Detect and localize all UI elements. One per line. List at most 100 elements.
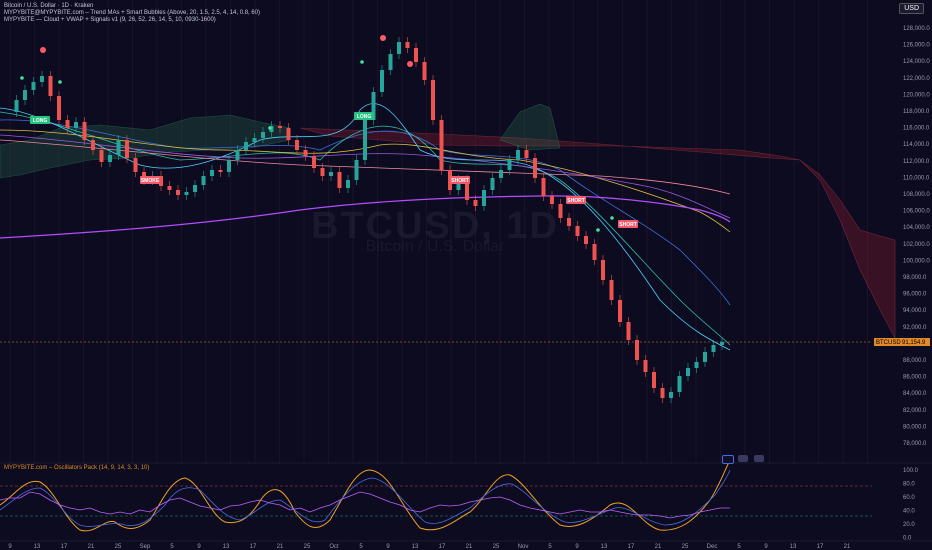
candle-body: [320, 168, 325, 176]
bullish-cloud-small: [499, 103, 561, 151]
candle-body: [337, 172, 342, 188]
price-tick: 118,000.0: [903, 109, 930, 115]
candle-body: [244, 142, 248, 150]
candle-body: [48, 76, 53, 96]
candle-body: [575, 226, 580, 236]
candle-body: [329, 172, 333, 176]
price-tick: 112,000.0: [903, 159, 930, 165]
price-tick: 98,000.0: [903, 275, 927, 281]
candle-body: [541, 178, 546, 196]
signal-label: SHORT: [567, 198, 585, 204]
candle-body: [533, 158, 537, 178]
time-tick: 25: [304, 544, 311, 550]
signal-label: LONG: [357, 114, 372, 120]
candle-body: [167, 186, 172, 190]
current-price-symbol: BTCUSD: [876, 340, 901, 346]
indicator-legend-cloud[interactable]: MYPYBITE — Cloud + VWAP + Signals v1 (9,…: [4, 17, 216, 23]
price-tick: 108,000.0: [903, 192, 930, 198]
time-tick: 13: [601, 544, 608, 550]
replay-icon[interactable]: [722, 455, 734, 464]
vwap-line: [0, 195, 731, 239]
price-tick: 110,000.0: [903, 175, 930, 181]
candle-body: [703, 352, 707, 362]
price-tick: 88,000.0: [903, 358, 927, 364]
candle-body: [116, 140, 121, 155]
oscillator-tick: 100.0: [903, 468, 919, 474]
candle-body: [65, 120, 70, 128]
candle-body: [218, 170, 223, 172]
indicator-legend-trend[interactable]: MYPYBITE@MYPYBITE.com – Trend MAs + Smar…: [4, 10, 261, 16]
oscillator-tick: 80.0: [903, 482, 915, 488]
candle-body: [635, 340, 639, 360]
price-tick: 126,000.0: [903, 43, 930, 49]
symbol-legend[interactable]: Bitcoin / U.S. Dollar · 1D · Kraken: [4, 3, 94, 9]
price-axis[interactable]: 128,000.0 126,000.0 124,000.0 122,000.0 120,…: [903, 26, 930, 447]
price-tick: 86,000.0: [903, 375, 927, 381]
candle-body: [363, 120, 367, 160]
bearish-cloud: [299, 127, 896, 339]
candle-body: [524, 150, 529, 158]
price-tick: 82,000.0: [903, 408, 927, 414]
candle-body: [626, 322, 631, 340]
candle-body: [380, 70, 384, 92]
candle-body: [303, 150, 308, 156]
candle-body: [397, 42, 401, 54]
price-tick: 84,000.0: [903, 391, 927, 397]
signal-label: SMOKE: [141, 178, 160, 184]
price-tick: 106,000.0: [903, 209, 930, 215]
time-tick: Oct: [329, 544, 339, 550]
smart-bubbles: [20, 35, 614, 232]
candle-body: [346, 180, 350, 188]
oscillator-tick: 40.0: [903, 509, 915, 515]
candle-body: [601, 260, 605, 280]
oscillator-blue: [0, 469, 731, 527]
time-tick: 13: [34, 544, 41, 550]
candlesticks: [14, 37, 724, 403]
time-axis[interactable]: 9 13 17 21 25 Sep 5 9 13 17 21 25 Oct 5 9 13 17 21 25 Nov 5 9…: [8, 544, 851, 550]
time-tick: 17: [61, 544, 68, 550]
layout-icon[interactable]: [738, 455, 748, 462]
price-tick: 116,000.0: [903, 126, 930, 132]
candle-body: [184, 192, 189, 195]
oscillator-tick: 60.0: [903, 495, 915, 501]
oscillator-tick: 20.0: [903, 522, 915, 528]
time-tick: 9: [764, 544, 768, 550]
candle-body: [227, 160, 231, 172]
price-tick: 78,000.0: [903, 441, 927, 447]
time-tick: 17: [439, 544, 446, 550]
candle-body: [720, 342, 724, 345]
candle-body: [99, 150, 104, 162]
candle-body: [159, 176, 163, 186]
candle-body: [711, 345, 716, 352]
time-tick: 17: [250, 544, 257, 550]
candle-body: [422, 62, 427, 80]
vertical-grid: [9, 0, 868, 541]
time-tick: 9: [197, 544, 201, 550]
candle-body: [261, 132, 265, 138]
time-tick: 13: [790, 544, 797, 550]
candle-body: [286, 128, 291, 140]
price-tick: 80,000.0: [903, 424, 927, 430]
price-tick: 124,000.0: [903, 59, 930, 65]
oscillator-orange: [0, 459, 731, 532]
time-tick: 17: [817, 544, 824, 550]
candle-body: [388, 54, 393, 70]
time-tick: Nov: [518, 544, 529, 550]
signal-box: [566, 196, 586, 204]
candle-body: [431, 80, 435, 120]
time-tick: 25: [493, 544, 500, 550]
time-tick: 21: [88, 544, 95, 550]
time-tick: 21: [277, 544, 284, 550]
signal-label: LONG: [33, 118, 48, 124]
candle-body: [235, 150, 240, 160]
currency-button[interactable]: USD: [899, 3, 924, 14]
candle-body: [558, 204, 563, 218]
time-tick: Dec: [707, 544, 718, 550]
time-tick: 5: [359, 544, 363, 550]
oscillator-legend[interactable]: MYPYBITE.com – Oscillators Pack (14, 9, …: [4, 465, 150, 471]
candle-body: [193, 185, 197, 192]
candle-body: [567, 218, 571, 226]
settings-icon[interactable]: [754, 455, 764, 462]
